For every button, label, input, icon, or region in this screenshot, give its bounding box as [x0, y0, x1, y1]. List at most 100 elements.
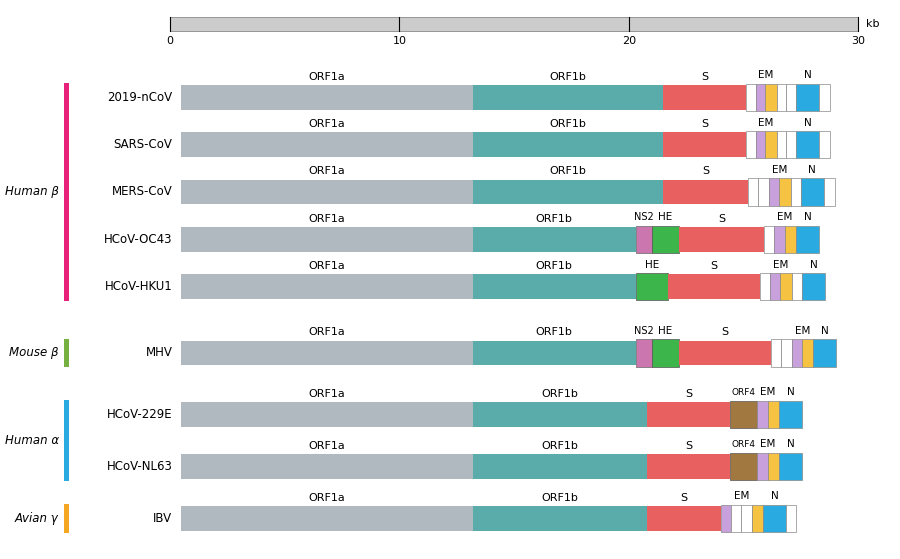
Bar	[663, 85, 746, 110]
Bar	[819, 84, 830, 111]
Bar	[792, 339, 802, 367]
Bar	[472, 506, 647, 530]
Bar	[472, 132, 663, 157]
Text: N: N	[787, 387, 795, 397]
Bar	[746, 84, 756, 111]
Text: S: S	[701, 119, 708, 129]
Bar	[786, 505, 796, 532]
Bar	[472, 454, 647, 479]
Bar	[635, 339, 652, 367]
Text: S: S	[685, 440, 692, 451]
Bar	[635, 273, 668, 300]
Text: EM: EM	[760, 387, 776, 397]
Text: ORF1a: ORF1a	[309, 119, 346, 129]
Bar	[647, 454, 730, 479]
Text: EM: EM	[758, 117, 774, 127]
Text: HE: HE	[659, 212, 672, 222]
Bar	[663, 132, 746, 157]
Bar	[801, 178, 824, 206]
Bar	[65, 400, 68, 481]
Text: HE: HE	[644, 259, 659, 269]
Text: S: S	[710, 261, 717, 271]
Text: N: N	[821, 326, 829, 336]
Bar	[775, 226, 785, 253]
Bar	[730, 401, 757, 428]
Bar	[777, 131, 786, 158]
Bar	[652, 339, 680, 367]
Bar	[760, 273, 770, 300]
Bar	[65, 339, 68, 367]
Bar	[170, 17, 859, 31]
Text: ORF1a: ORF1a	[309, 72, 346, 82]
Bar	[680, 340, 771, 365]
Bar	[182, 454, 472, 479]
Text: S: S	[702, 167, 709, 177]
Bar	[790, 178, 801, 206]
Bar	[786, 84, 796, 111]
Bar	[668, 274, 760, 299]
Text: SARS-CoV: SARS-CoV	[113, 138, 172, 151]
Text: MERS-CoV: MERS-CoV	[112, 186, 172, 198]
Text: Mouse β: Mouse β	[9, 347, 58, 359]
Text: ORF1b: ORF1b	[542, 493, 579, 503]
Text: ORF1a: ORF1a	[309, 493, 346, 503]
Bar	[779, 401, 802, 428]
Bar	[472, 85, 663, 110]
Text: N: N	[810, 259, 817, 269]
Text: ORF4: ORF4	[732, 389, 755, 397]
Text: HCoV-NL63: HCoV-NL63	[106, 460, 172, 473]
Bar	[763, 505, 786, 532]
Text: ORF1a: ORF1a	[309, 440, 346, 451]
Bar	[768, 401, 779, 428]
Bar	[802, 273, 825, 300]
Bar	[731, 505, 742, 532]
Text: S: S	[701, 72, 708, 82]
Text: Avian γ: Avian γ	[15, 512, 58, 525]
Bar	[792, 273, 802, 300]
Text: N: N	[787, 439, 795, 449]
Text: EM: EM	[758, 70, 774, 80]
Bar	[635, 226, 652, 253]
Bar	[730, 453, 757, 480]
Bar	[786, 131, 796, 158]
Text: N: N	[804, 117, 812, 127]
Bar	[785, 226, 796, 253]
Bar	[742, 505, 751, 532]
Text: ORF4: ORF4	[732, 440, 755, 449]
Text: Human β: Human β	[4, 186, 59, 198]
Bar	[796, 84, 819, 111]
Text: ORF1a: ORF1a	[309, 327, 346, 337]
Text: S: S	[718, 214, 725, 224]
Bar	[765, 84, 777, 111]
Text: 20: 20	[622, 36, 636, 46]
Text: EM: EM	[773, 259, 788, 269]
Text: EM: EM	[778, 212, 793, 222]
Text: ORF1b: ORF1b	[536, 261, 572, 271]
Bar	[781, 339, 792, 367]
Text: 30: 30	[851, 36, 865, 46]
Bar	[472, 179, 663, 204]
Text: S: S	[685, 389, 692, 399]
Bar	[65, 504, 68, 533]
Text: 2019-nCoV: 2019-nCoV	[107, 91, 172, 104]
Text: EM: EM	[795, 326, 810, 336]
Bar	[746, 131, 756, 158]
Bar	[182, 340, 472, 365]
Text: ORF1a: ORF1a	[309, 389, 346, 399]
Text: kb: kb	[867, 19, 880, 29]
Text: EM: EM	[771, 165, 788, 175]
Text: HCoV-229E: HCoV-229E	[107, 408, 172, 421]
Text: HE: HE	[659, 326, 672, 336]
Bar	[769, 178, 779, 206]
Bar	[824, 178, 835, 206]
Bar	[472, 274, 635, 299]
Bar	[182, 132, 472, 157]
Bar	[652, 226, 680, 253]
Text: Human α: Human α	[4, 434, 59, 447]
Text: NS2: NS2	[634, 326, 653, 336]
Bar	[802, 339, 814, 367]
Bar	[796, 131, 819, 158]
Text: N: N	[770, 491, 778, 501]
Bar	[182, 227, 472, 252]
Bar	[771, 339, 781, 367]
